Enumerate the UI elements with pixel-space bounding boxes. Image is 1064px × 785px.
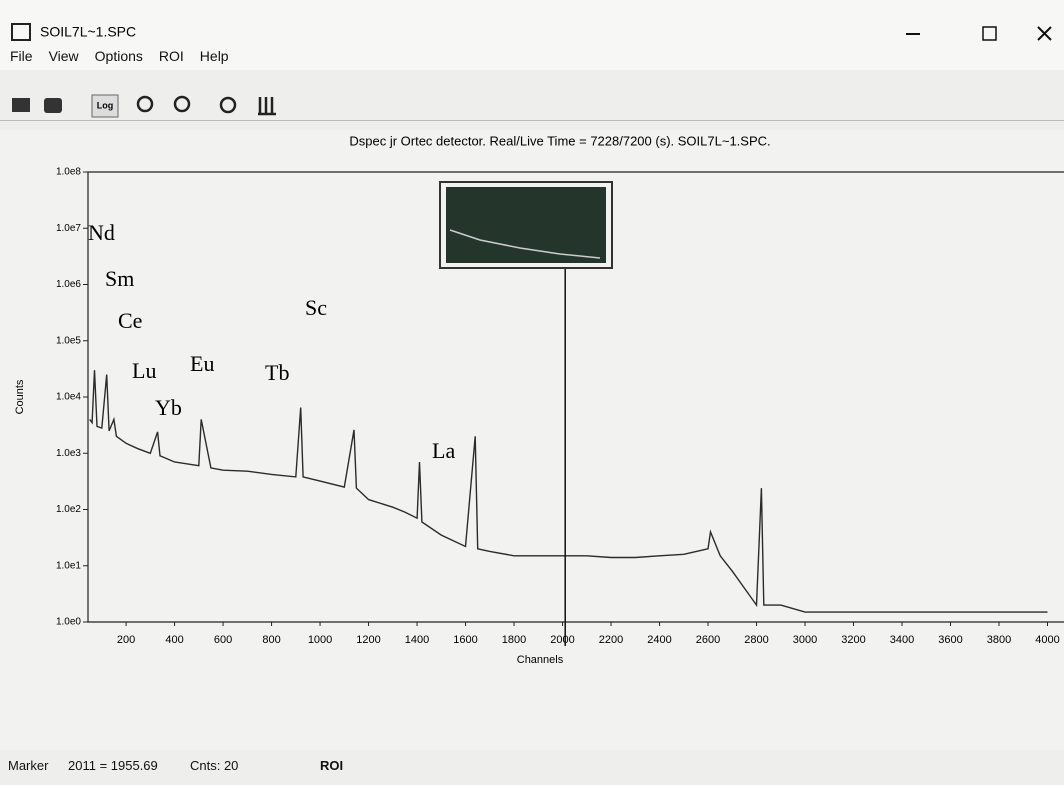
menu-item[interactable]: File bbox=[10, 48, 33, 64]
menu-item[interactable]: Help bbox=[200, 48, 229, 64]
close-button[interactable] bbox=[1038, 27, 1051, 40]
y-tick-label: 1.0e5 bbox=[56, 335, 81, 346]
x-tick-label: 2800 bbox=[744, 634, 768, 646]
element-label: Nd bbox=[88, 220, 115, 245]
x-tick-label: 1000 bbox=[308, 634, 332, 646]
chart-title: Dspec jr Ortec detector. Real/Live Time … bbox=[349, 133, 770, 148]
x-tick-label: 1200 bbox=[356, 634, 380, 646]
y-tick-label: 1.0e0 bbox=[56, 617, 81, 628]
x-tick-label: 400 bbox=[165, 634, 183, 646]
preview-plot bbox=[446, 187, 606, 263]
x-axis-label: Channels bbox=[517, 654, 564, 666]
x-tick-label: 1400 bbox=[405, 634, 429, 646]
maximize-button[interactable] bbox=[983, 27, 996, 40]
marker-label: Marker bbox=[8, 758, 48, 773]
y-tick-label: 1.0e3 bbox=[56, 448, 81, 459]
y-tick-label: 1.0e6 bbox=[56, 279, 81, 290]
toolbar-icons: Log bbox=[0, 92, 300, 120]
peaks-icon[interactable] bbox=[258, 97, 276, 114]
x-tick-label: 1800 bbox=[502, 634, 526, 646]
x-tick-label: 2000 bbox=[550, 634, 574, 646]
menu-item[interactable]: ROI bbox=[159, 48, 184, 64]
open-icon[interactable] bbox=[12, 98, 30, 112]
y-tick-label: 1.0e1 bbox=[56, 560, 81, 571]
spectrum-chart: Dspec jr Ortec detector. Real/Live Time … bbox=[0, 130, 1064, 750]
x-tick-label: 600 bbox=[214, 634, 232, 646]
element-label: Sm bbox=[105, 266, 134, 291]
x-tick-label: 3600 bbox=[938, 634, 962, 646]
menu-bar: File View Options ROI Help bbox=[0, 48, 1064, 64]
y-tick-label: 1.0e4 bbox=[56, 392, 81, 403]
element-label: La bbox=[432, 438, 455, 463]
zoom-out-icon[interactable] bbox=[175, 97, 189, 111]
y-tick-label: 1.0e2 bbox=[56, 504, 81, 515]
x-tick-label: 3200 bbox=[841, 634, 865, 646]
marker-value: 2011 = 1955.69 bbox=[68, 758, 158, 773]
x-tick-label: 3400 bbox=[890, 634, 914, 646]
element-label: Ce bbox=[118, 308, 142, 333]
x-tick-label: 1600 bbox=[453, 634, 477, 646]
element-label: Yb bbox=[155, 395, 182, 420]
x-tick-label: 3800 bbox=[987, 634, 1011, 646]
y-axis-label: Counts bbox=[14, 379, 26, 414]
x-tick-label: 800 bbox=[262, 634, 280, 646]
x-tick-label: 2400 bbox=[647, 634, 671, 646]
roi: ROI bbox=[320, 758, 343, 773]
x-tick-label: 3000 bbox=[793, 634, 817, 646]
element-label: Tb bbox=[265, 360, 289, 385]
element-label: Lu bbox=[132, 358, 156, 383]
toolbar: Log bbox=[0, 92, 1064, 121]
menu-item[interactable]: Options bbox=[95, 48, 143, 64]
y-tick-label: 1.0e8 bbox=[56, 167, 81, 178]
app-icon bbox=[12, 24, 30, 40]
y-tick-label: 1.0e7 bbox=[56, 223, 81, 234]
element-label: Eu bbox=[190, 351, 214, 376]
x-tick-label: 2200 bbox=[599, 634, 623, 646]
counts: Cnts: 20 bbox=[190, 758, 238, 773]
x-tick-label: 4000 bbox=[1035, 634, 1059, 646]
window-title: SOIL7L~1.SPC bbox=[40, 24, 136, 40]
print-icon[interactable] bbox=[44, 98, 62, 113]
app-window: SOIL7L~1.SPC FileViewOptionsROIHelp Log … bbox=[0, 0, 1064, 785]
menu-item[interactable]: View bbox=[49, 48, 79, 64]
x-tick-label: 2600 bbox=[696, 634, 720, 646]
log-label: Log bbox=[97, 100, 114, 110]
center-icon[interactable] bbox=[221, 98, 235, 112]
element-label: Sc bbox=[305, 295, 327, 320]
zoom-in-icon[interactable] bbox=[138, 97, 152, 111]
x-tick-label: 200 bbox=[117, 634, 135, 646]
